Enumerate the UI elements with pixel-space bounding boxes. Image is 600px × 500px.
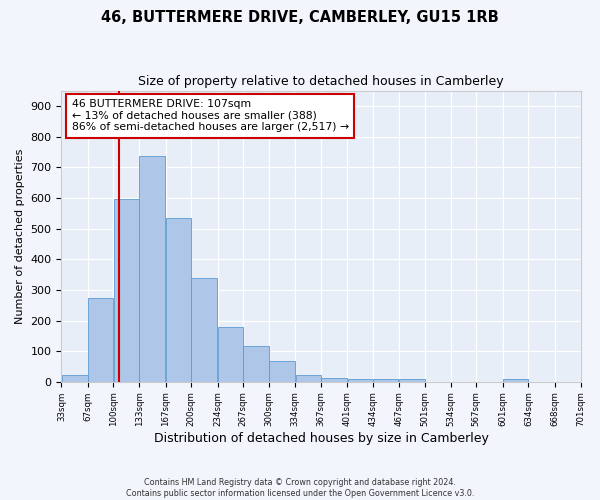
Bar	[244, 346, 269, 382]
Bar	[218, 328, 243, 382]
Bar	[269, 362, 295, 382]
X-axis label: Distribution of detached houses by size in Camberley: Distribution of detached houses by size …	[154, 432, 488, 445]
Bar	[191, 278, 217, 382]
Bar	[373, 379, 398, 382]
Bar	[88, 298, 113, 382]
Text: 46, BUTTERMERE DRIVE, CAMBERLEY, GU15 1RB: 46, BUTTERMERE DRIVE, CAMBERLEY, GU15 1R…	[101, 10, 499, 25]
Bar	[113, 199, 139, 382]
Y-axis label: Number of detached properties: Number of detached properties	[15, 148, 25, 324]
Bar	[347, 379, 373, 382]
Bar	[139, 156, 166, 382]
Bar	[296, 375, 321, 382]
Text: 46 BUTTERMERE DRIVE: 107sqm
← 13% of detached houses are smaller (388)
86% of se: 46 BUTTERMERE DRIVE: 107sqm ← 13% of det…	[72, 100, 349, 132]
Bar	[503, 380, 528, 382]
Bar	[166, 218, 191, 382]
Text: Contains HM Land Registry data © Crown copyright and database right 2024.
Contai: Contains HM Land Registry data © Crown c…	[126, 478, 474, 498]
Bar	[399, 380, 425, 382]
Bar	[321, 378, 347, 382]
Title: Size of property relative to detached houses in Camberley: Size of property relative to detached ho…	[138, 75, 504, 88]
Bar	[62, 375, 88, 382]
